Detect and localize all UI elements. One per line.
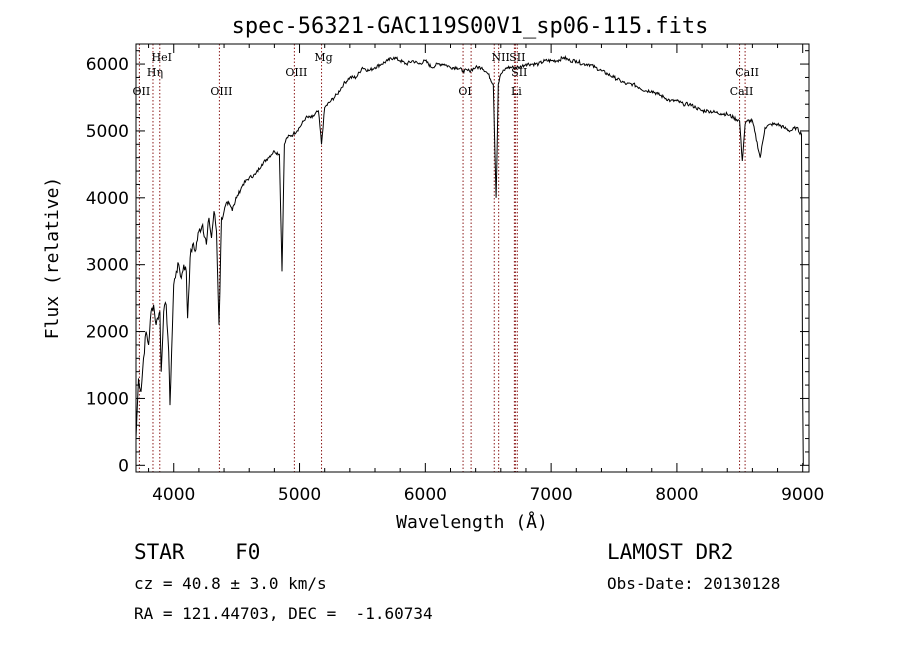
y-tick-label: 6000	[86, 55, 129, 75]
x-tick-label: 6000	[404, 485, 447, 505]
line-label-sii: SII	[509, 51, 525, 64]
redshift-value: cz = 40.8 ± 3.0 km/s	[134, 574, 327, 593]
line-label-hei: HeI	[152, 51, 172, 64]
y-axis-ticks: 0 1000 2000 3000 4000 5000 6000	[86, 50, 809, 476]
line-label-sii: SII	[511, 66, 527, 79]
coordinates: RA = 121.44703, DEC = -1.60734	[134, 604, 433, 623]
emission-line-markers	[138, 44, 746, 472]
y-tick-label: 1000	[86, 389, 129, 409]
spectrum-line	[135, 54, 804, 466]
x-tick-label: 5000	[278, 485, 321, 505]
x-axis-ticks: 4000 5000 6000 7000 8000 9000	[148, 44, 824, 505]
line-label-nii: NII	[492, 51, 510, 64]
y-tick-label: 0	[118, 456, 129, 476]
line-label-caii: CaII	[735, 66, 759, 79]
line-label-oii: OII	[133, 85, 151, 98]
line-label-mg: Mg	[314, 51, 332, 64]
line-label-oi: OI	[458, 85, 471, 98]
survey-name: LAMOST DR2	[607, 540, 734, 564]
y-axis-label: Flux (relative)	[42, 177, 63, 340]
y-tick-label: 4000	[86, 189, 129, 209]
y-tick-label: 5000	[86, 122, 129, 142]
observation-date: Obs-Date: 20130128	[607, 574, 781, 593]
x-tick-label: 9000	[781, 485, 824, 505]
plot-frame	[135, 43, 810, 473]
emission-line-labels: OII HeI Hη OIII OIII Mg OI NII SII SII Li CaII CaII	[133, 51, 759, 98]
y-tick-label: 3000	[86, 256, 129, 276]
x-tick-label: 8000	[655, 485, 698, 505]
line-label-hη: Hη	[147, 66, 163, 79]
line-label-caii: CaII	[730, 85, 754, 98]
y-tick-label: 2000	[86, 323, 129, 343]
line-label-oiii: OIII	[285, 66, 307, 79]
chart-title: spec-56321-GAC119S00V1_sp06-115.fits	[232, 14, 709, 39]
x-tick-label: 7000	[529, 485, 572, 505]
object-class: STAR F0	[134, 540, 261, 564]
x-axis-label: Wavelength (Å)	[396, 511, 548, 533]
line-label-li: Li	[511, 85, 522, 98]
x-tick-label: 4000	[152, 485, 195, 505]
line-label-oiii: OIII	[210, 85, 232, 98]
